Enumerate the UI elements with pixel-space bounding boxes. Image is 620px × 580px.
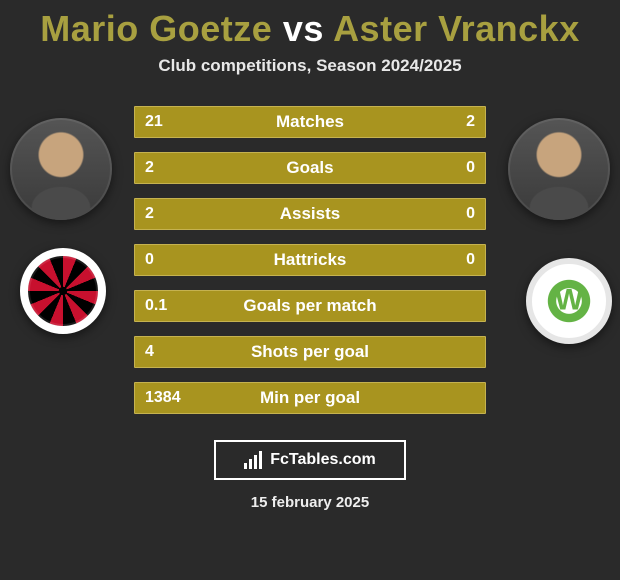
stat-value-left: 21 xyxy=(135,107,173,137)
brand-badge: FcTables.com xyxy=(214,440,406,480)
stats-table: 21Matches22Goals02Assists00Hattricks00.1… xyxy=(134,106,486,414)
stat-value-left: 1384 xyxy=(135,383,191,413)
stat-value-right xyxy=(465,383,485,413)
title-player2: Aster Vranckx xyxy=(333,8,580,49)
stat-label: Shots per goal xyxy=(135,342,485,362)
stat-label: Matches xyxy=(135,112,485,132)
stat-row: 1384Min per goal xyxy=(134,382,486,414)
stat-row: 0Hattricks0 xyxy=(134,244,486,276)
comparison-card: Mario Goetze vs Aster Vranckx Club compe… xyxy=(0,0,620,580)
stat-value-left: 4 xyxy=(135,337,164,367)
stat-label: Goals xyxy=(135,158,485,178)
date-text: 15 february 2025 xyxy=(0,494,620,511)
stat-value-left: 2 xyxy=(135,153,164,183)
title-vs: vs xyxy=(283,8,324,49)
stat-label: Goals per match xyxy=(135,296,485,316)
brand-text: FcTables.com xyxy=(270,451,376,469)
stat-value-right: 2 xyxy=(456,107,485,137)
stat-value-left: 2 xyxy=(135,199,164,229)
stat-value-left: 0 xyxy=(135,245,164,275)
stat-value-right: 0 xyxy=(456,153,485,183)
subtitle: Club competitions, Season 2024/2025 xyxy=(0,56,620,76)
player1-avatar xyxy=(10,118,112,220)
player2-club-crest xyxy=(526,258,612,344)
player2-avatar xyxy=(508,118,610,220)
stat-label: Hattricks xyxy=(135,250,485,270)
stat-value-right xyxy=(465,337,485,367)
stat-value-left: 0.1 xyxy=(135,291,177,321)
chart-icon xyxy=(244,451,264,469)
stat-row: 21Matches2 xyxy=(134,106,486,138)
stat-row: 2Goals0 xyxy=(134,152,486,184)
stat-row: 0.1Goals per match xyxy=(134,290,486,322)
title: Mario Goetze vs Aster Vranckx xyxy=(0,8,620,50)
title-player1: Mario Goetze xyxy=(40,8,272,49)
stat-row: 4Shots per goal xyxy=(134,336,486,368)
stat-value-right xyxy=(465,291,485,321)
stat-row: 2Assists0 xyxy=(134,198,486,230)
stat-value-right: 0 xyxy=(456,199,485,229)
player1-club-crest xyxy=(20,248,106,334)
stat-label: Assists xyxy=(135,204,485,224)
stat-value-right: 0 xyxy=(456,245,485,275)
